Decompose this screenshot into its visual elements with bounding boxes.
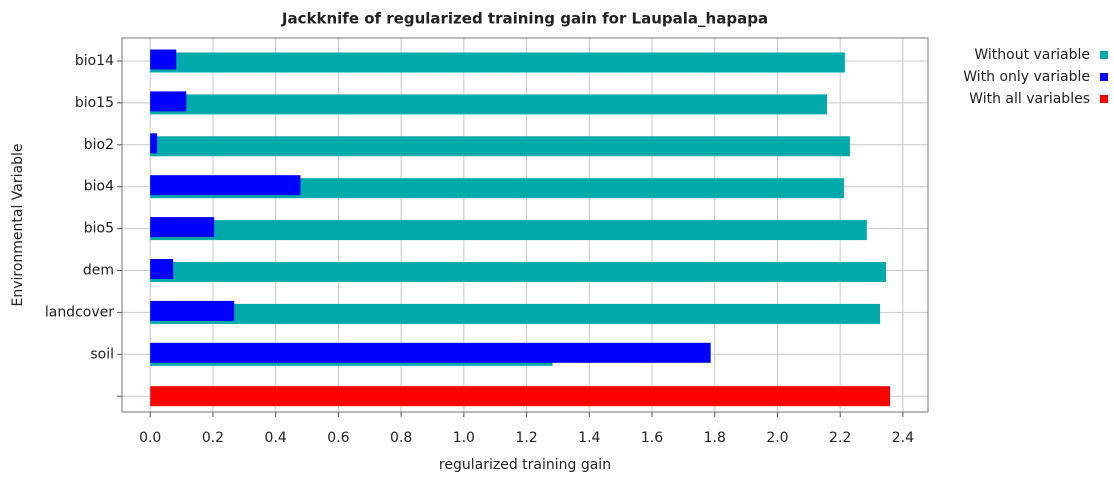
bar — [150, 342, 711, 363]
x-tick-label: 0.2 — [202, 430, 224, 446]
bar — [150, 178, 844, 199]
bar — [150, 220, 867, 241]
x-tick-label: 1.4 — [578, 430, 600, 446]
bar — [150, 259, 174, 279]
bar — [150, 262, 886, 282]
bar — [150, 386, 891, 407]
bar — [150, 94, 828, 115]
x-tick-label: 2.2 — [829, 430, 851, 446]
y-tick-label: soil — [90, 346, 114, 362]
legend-label: Without variable — [974, 47, 1090, 63]
x-tick-label: 2.4 — [892, 430, 914, 446]
y-tick-label: bio4 — [84, 179, 114, 195]
legend-swatch — [1100, 95, 1108, 103]
bar — [150, 91, 187, 112]
legend-label: With all variables — [969, 91, 1090, 107]
legend-label: With only variable — [963, 69, 1090, 85]
legend-swatch — [1100, 51, 1108, 59]
x-tick-label: 1.8 — [704, 430, 726, 446]
x-tick-label: 1.2 — [515, 430, 537, 446]
x-tick-label: 1.0 — [453, 430, 475, 446]
y-tick-label: bio14 — [75, 53, 114, 69]
y-tick-label: bio15 — [75, 95, 114, 111]
chart-title: Jackknife of regularized training gain f… — [281, 10, 768, 28]
bar — [150, 49, 177, 70]
y-tick-label: bio5 — [84, 221, 114, 237]
plot-frame — [121, 37, 929, 413]
x-tick-label: 0.6 — [327, 430, 349, 446]
legend-swatch — [1100, 73, 1108, 81]
bar — [150, 175, 301, 196]
x-tick-label: 1.6 — [641, 430, 663, 446]
x-tick-label: 2.0 — [766, 430, 788, 446]
x-tick-label: 0.4 — [265, 430, 287, 446]
bars — [150, 49, 891, 407]
bar — [150, 52, 845, 73]
y-tick-label: bio2 — [84, 137, 114, 153]
bar — [150, 303, 881, 324]
y-tick-label: dem — [83, 263, 114, 279]
x-tick-label: 0.0 — [139, 430, 161, 446]
bar — [150, 300, 235, 321]
y-tick-label: landcover — [45, 304, 114, 320]
bar — [150, 217, 215, 238]
x-tick-label: 0.8 — [390, 430, 412, 446]
x-axis-label: regularized training gain — [439, 457, 611, 473]
y-axis-label: Environmental Variable — [10, 144, 26, 307]
bar — [150, 133, 158, 154]
bar — [150, 136, 850, 157]
